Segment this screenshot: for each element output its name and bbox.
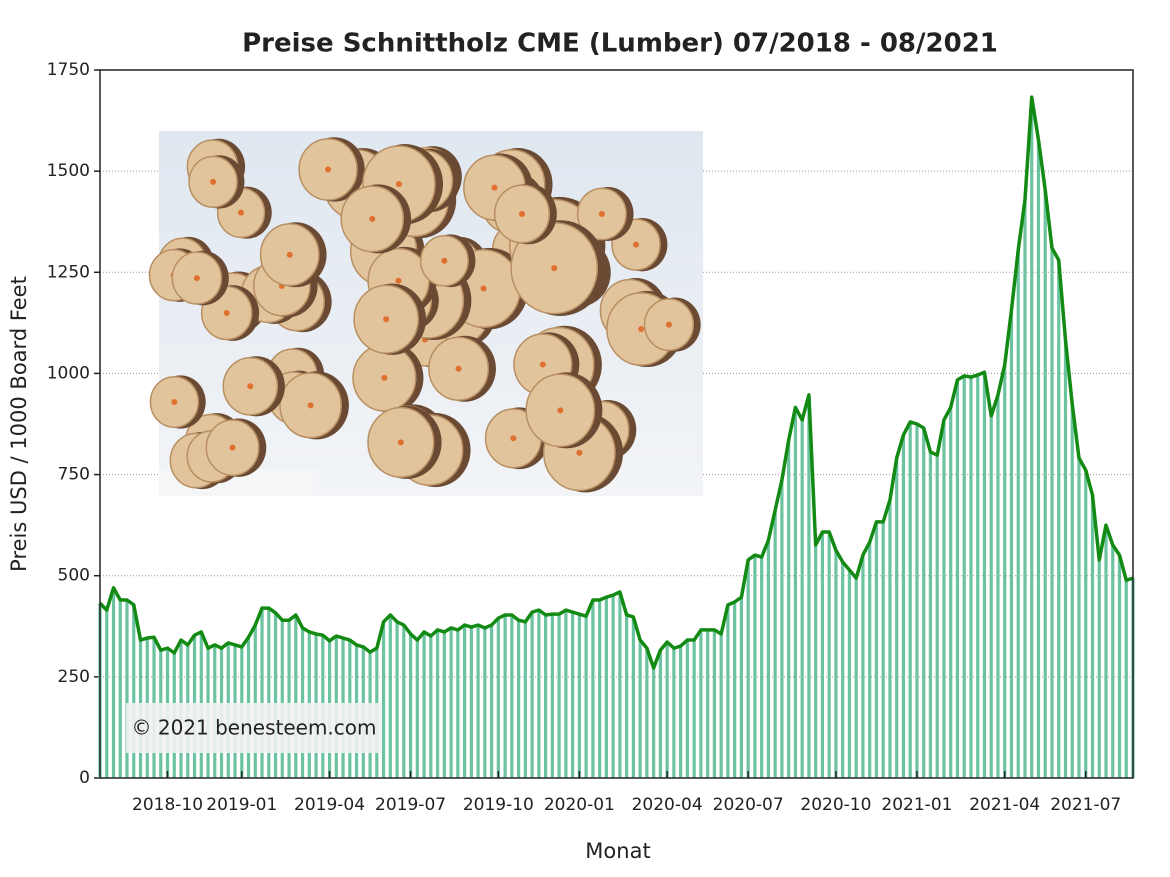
- x-tick-label: 2019-01: [206, 795, 277, 815]
- y-tick-label: 1000: [47, 363, 90, 383]
- log-core: [441, 257, 448, 264]
- plot-frame: [99, 69, 1134, 779]
- log-core: [491, 184, 498, 191]
- y-tick-label: 0: [79, 768, 90, 788]
- annotation: © 2021 benesteem.com: [131, 716, 376, 740]
- y-tick-label: 1500: [47, 161, 90, 181]
- x-tick-label: 2021-04: [969, 795, 1040, 815]
- log-core: [518, 210, 525, 217]
- x-tick-label: 2018-10: [132, 795, 203, 815]
- log-core: [397, 439, 404, 446]
- log-core: [286, 251, 293, 258]
- photo-inset: [148, 131, 703, 496]
- x-tick-label: 2019-07: [375, 795, 446, 815]
- log-core: [551, 265, 558, 272]
- x-axis-label: Monat: [585, 839, 650, 863]
- log-core: [539, 361, 546, 368]
- y-tick-label: 750: [58, 465, 90, 485]
- x-tick-label: 2021-01: [881, 795, 952, 815]
- price-line: [98, 95, 1134, 670]
- log-core: [325, 166, 332, 173]
- x-tick-label: 2020-01: [544, 795, 615, 815]
- x-tick-label: 2020-04: [632, 795, 703, 815]
- log-core: [665, 321, 672, 328]
- x-tick-label: 2020-10: [800, 795, 871, 815]
- log-core: [223, 309, 230, 316]
- log-core: [557, 407, 564, 414]
- y-axis-label: Preis USD / 1000 Board Feet: [7, 276, 31, 572]
- log-core: [383, 316, 390, 323]
- log-core: [381, 374, 388, 381]
- log-core: [598, 210, 605, 217]
- y-tick-label: 1750: [47, 60, 90, 80]
- x-tick-label: 2019-10: [463, 795, 534, 815]
- log-core: [480, 285, 487, 292]
- y-tick-label: 1250: [47, 262, 90, 282]
- log-core: [238, 209, 245, 216]
- x-tick-label: 2021-07: [1050, 795, 1121, 815]
- y-tick-label: 500: [58, 566, 90, 586]
- log-core: [210, 178, 217, 185]
- log-core: [395, 181, 402, 188]
- log-core: [171, 399, 178, 406]
- log-core: [369, 215, 376, 222]
- x-tick-label: 2019-04: [294, 795, 365, 815]
- chart-title: Preise Schnittholz CME (Lumber) 07/2018 …: [242, 29, 998, 59]
- log-core: [633, 241, 640, 248]
- log-core: [229, 444, 236, 451]
- log-core: [576, 449, 583, 456]
- log-core: [638, 326, 645, 333]
- log-core: [455, 365, 462, 372]
- log-core: [395, 277, 402, 284]
- annotation-box: [126, 703, 382, 753]
- y-tick-label: 250: [58, 667, 90, 687]
- x-tick-label: 2020-07: [713, 795, 784, 815]
- log-core: [307, 402, 314, 409]
- log-core: [510, 435, 517, 442]
- log-core: [193, 275, 200, 282]
- log-core: [247, 383, 254, 390]
